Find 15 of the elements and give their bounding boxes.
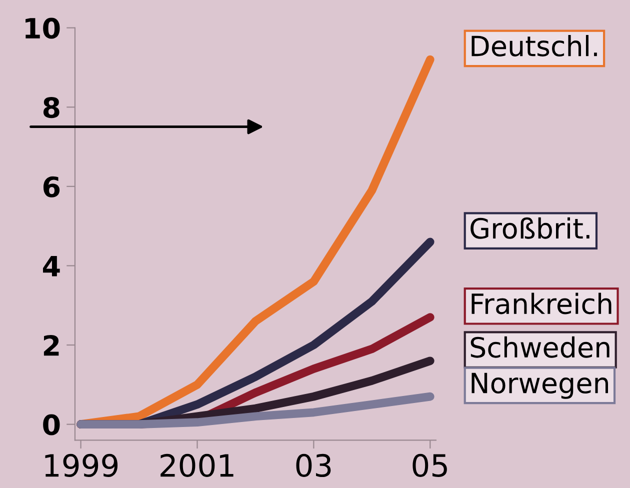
- series-label: Schweden: [470, 336, 610, 358]
- series-label: Frankreich: [472, 292, 612, 314]
- y-tick-label: 0: [43, 414, 60, 436]
- y-tick-label: 4: [43, 256, 60, 276]
- x-tick-label: 03: [296, 454, 331, 478]
- y-tick-label: 8: [43, 97, 60, 118]
- series-label: Norwegen: [472, 372, 608, 399]
- x-tick-label: 2001: [160, 454, 234, 478]
- series-label: Deutschl.: [472, 34, 597, 56]
- y-tick-label: 6: [43, 176, 60, 198]
- x-tick-label: 1999: [45, 454, 118, 478]
- series-label: Großbrit.: [470, 217, 590, 239]
- x-tick-label: 05: [412, 454, 447, 478]
- y-tick-label: 10: [26, 18, 60, 39]
- y-tick-label: 2: [44, 334, 59, 356]
